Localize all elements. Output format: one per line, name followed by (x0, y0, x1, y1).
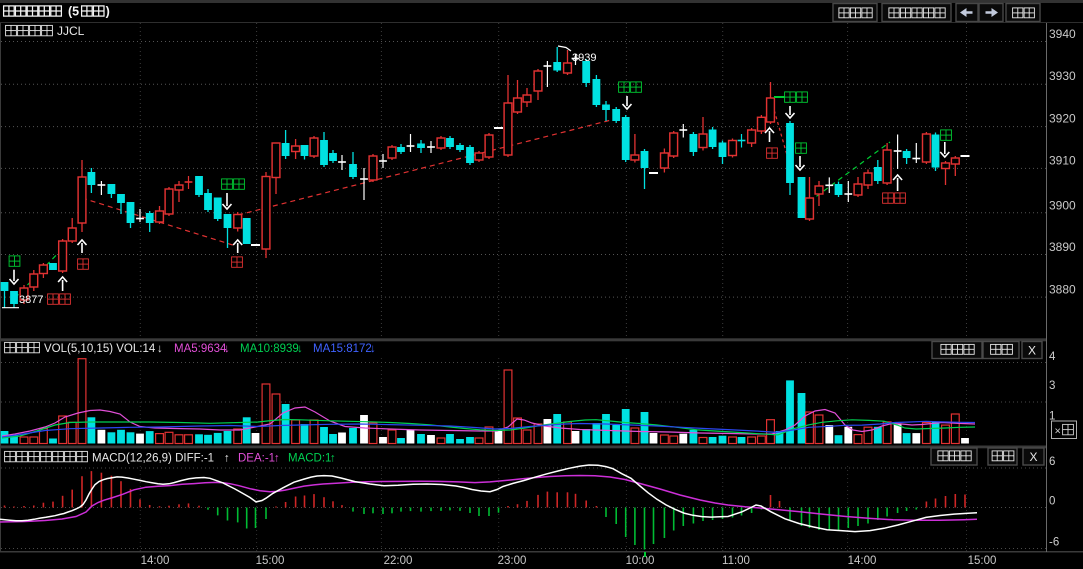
svg-text:MA5:9634: MA5:9634 (174, 343, 227, 355)
svg-text:3930: 3930 (1049, 69, 1076, 83)
svg-text:0: 0 (1049, 496, 1055, 508)
svg-text:4: 4 (1049, 351, 1056, 363)
svg-text:3910: 3910 (1049, 154, 1076, 168)
svg-text:10:00: 10:00 (626, 555, 655, 567)
svg-text:X: X (1028, 344, 1036, 358)
svg-text:3880: 3880 (1049, 283, 1076, 297)
svg-text:3877: 3877 (19, 294, 43, 306)
svg-text:↓: ↓ (157, 343, 163, 355)
svg-text:×: × (1055, 426, 1061, 438)
svg-text:JJCL: JJCL (57, 24, 85, 38)
svg-text:15:00: 15:00 (256, 555, 285, 567)
svg-text:MACD:1: MACD:1 (288, 453, 331, 465)
svg-text:(5: (5 (68, 5, 79, 19)
svg-text:): ) (106, 5, 110, 19)
svg-text:15:00: 15:00 (968, 555, 997, 567)
svg-text:22:00: 22:00 (384, 555, 413, 567)
svg-text:↓: ↓ (224, 343, 230, 355)
svg-text:3: 3 (1049, 380, 1055, 392)
svg-text:MA10:8939: MA10:8939 (240, 343, 299, 355)
svg-text:23:00: 23:00 (498, 555, 527, 567)
svg-text:3900: 3900 (1049, 199, 1076, 213)
svg-text:DEA:-1: DEA:-1 (238, 453, 275, 465)
svg-text:14:00: 14:00 (848, 555, 877, 567)
svg-text:3920: 3920 (1049, 112, 1076, 126)
svg-text:MACD(12,26,9) DIFF:-1: MACD(12,26,9) DIFF:-1 (92, 453, 214, 465)
svg-text:3940: 3940 (1049, 27, 1076, 41)
svg-text:11:00: 11:00 (722, 555, 750, 567)
svg-text:6: 6 (1049, 456, 1055, 468)
svg-text:3890: 3890 (1049, 240, 1076, 254)
svg-text:↓: ↓ (297, 343, 303, 355)
svg-text:↓: ↓ (370, 343, 376, 355)
svg-text:↑: ↑ (224, 453, 230, 465)
svg-text:MA15:8172: MA15:8172 (313, 343, 372, 355)
svg-text:1: 1 (1049, 411, 1055, 423)
svg-text:14:00: 14:00 (141, 555, 170, 567)
svg-text:X: X (1029, 450, 1037, 464)
svg-text:-6: -6 (1049, 537, 1059, 549)
svg-text:3939: 3939 (572, 52, 596, 64)
svg-text:↑: ↑ (330, 453, 336, 465)
svg-text:↑: ↑ (274, 453, 280, 465)
svg-text:VOL(5,10,15) VOL:14: VOL(5,10,15) VOL:14 (44, 343, 156, 355)
